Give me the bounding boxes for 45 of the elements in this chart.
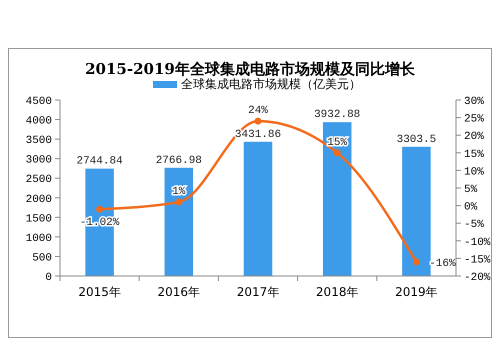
data-label: 3932.88: [314, 109, 360, 122]
y2-tick-label: -5%: [464, 219, 484, 232]
point: [412, 258, 420, 266]
y2-tick-label: 0%: [464, 202, 478, 214]
y2-tick-label: 30%: [464, 96, 484, 108]
bar: [402, 146, 431, 276]
bar: [164, 168, 194, 276]
x-tick-label: 2019年: [395, 285, 438, 299]
y-tick-label: 1000: [26, 232, 52, 245]
x-tick-label: 2016年: [158, 285, 200, 299]
x-tick-label: 2017年: [236, 285, 280, 299]
y2-tick-label: 15%: [464, 148, 484, 161]
point: [96, 206, 104, 213]
data-label: -16%: [429, 258, 456, 270]
y-tick-label: 4500: [26, 96, 52, 108]
data-label: 15%: [327, 136, 348, 149]
y2-tick-label: -20%: [464, 272, 491, 284]
data-label: 2744.84: [76, 156, 124, 168]
legend-label: 全球集成电路市场规模（亿美元）: [181, 77, 361, 91]
y2-tick-label: 25%: [464, 114, 484, 126]
y2-tick-label: 10%: [464, 166, 484, 178]
data-label: 24%: [248, 105, 268, 118]
chart-title: 2015-2019年全球集成电路市场规模及同比增长: [85, 60, 416, 78]
x-tick-label: 2018年: [316, 285, 358, 299]
y-tick-label: 3500: [26, 135, 52, 148]
y-tick-label: 3000: [26, 154, 52, 167]
y2-tick-label: -15%: [464, 254, 491, 266]
bar: [244, 142, 272, 276]
point: [175, 198, 182, 206]
y-tick-label: 4000: [26, 116, 52, 128]
y-tick-label: 500: [32, 252, 52, 264]
x-tick-label: 2015年: [78, 285, 121, 299]
y-tick-label: 2500: [26, 174, 52, 186]
y-tick-label: 0: [45, 272, 52, 284]
y2-tick-label: 20%: [464, 131, 484, 144]
point: [334, 149, 341, 156]
data-label: 1%: [172, 186, 186, 198]
data-label: 2766.98: [156, 154, 202, 167]
data-label: 3303.5: [396, 134, 436, 146]
y2-tick-label: 5%: [464, 184, 478, 196]
point: [254, 118, 262, 125]
y-tick-label: 1500: [26, 213, 52, 226]
bar: [322, 122, 352, 276]
y2-tick-label: -10%: [464, 236, 491, 249]
y-tick-label: 2000: [26, 194, 52, 206]
